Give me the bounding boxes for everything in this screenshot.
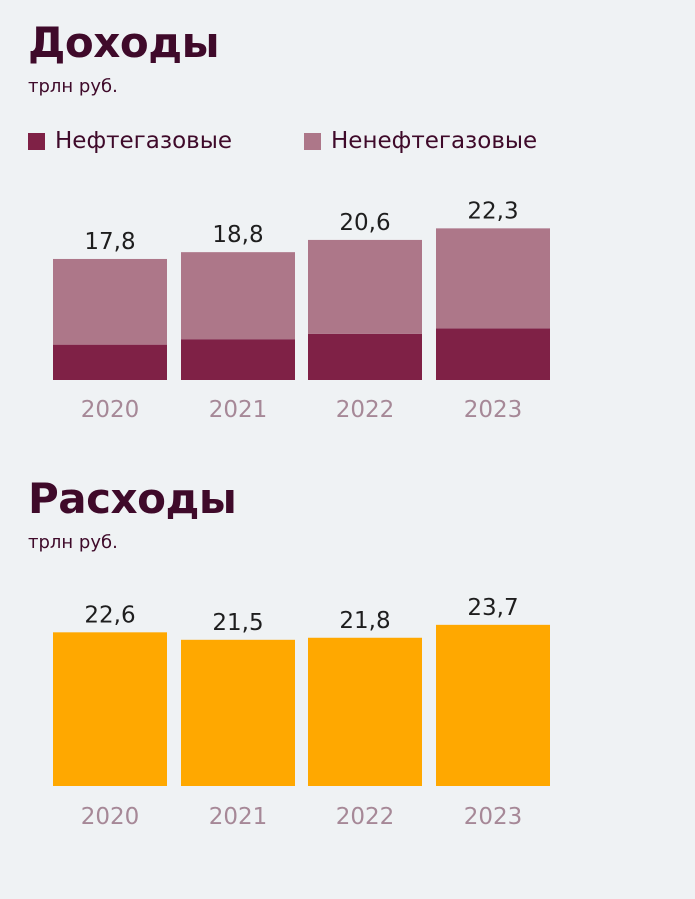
income-value-label-2022: 20,6 <box>339 210 390 236</box>
expenses-value-label-2022: 21,8 <box>339 608 390 634</box>
expenses-bar-2023 <box>436 624 550 786</box>
expenses-bar-2020 <box>53 632 167 786</box>
legend-label-non-oil-gas: Ненефтегазовые <box>331 128 538 154</box>
income-bar-oil-gas-2021 <box>181 339 295 380</box>
expenses-value-label-2021: 21,5 <box>212 610 263 636</box>
legend-item-oil-gas: Нефтегазовые <box>28 128 232 154</box>
expenses-tick-label-2023: 2023 <box>464 804 523 830</box>
expenses-value-label-2023: 23,7 <box>467 595 518 621</box>
income-bar-chart: 17,8 2020 18,8 2021 20,6 2022 22,3 2023 <box>53 198 550 423</box>
income-title: Доходы <box>28 18 220 67</box>
expenses-title: Расходы <box>28 474 237 523</box>
expenses-bar-2021 <box>181 639 295 786</box>
expenses-tick-label-2022: 2022 <box>336 804 395 830</box>
expenses-bar-chart: 22,6 2020 21,5 2021 21,8 2022 23,7 2023 <box>53 595 550 830</box>
income-legend: Нефтегазовые Ненефтегазовые <box>28 128 537 154</box>
income-value-label-2020: 17,8 <box>84 229 135 255</box>
income-bar-oil-gas-2023 <box>436 328 550 380</box>
legend-swatch-oil-gas <box>28 132 45 150</box>
legend-label-oil-gas: Нефтегазовые <box>55 128 233 154</box>
expenses-tick-label-2021: 2021 <box>209 804 268 830</box>
legend-swatch-non-oil-gas <box>304 132 322 150</box>
expenses-unit: трлн руб. <box>28 532 118 553</box>
legend-item-non-oil-gas: Ненефтегазовые <box>304 128 537 154</box>
income-tick-label-2023: 2023 <box>464 397 523 423</box>
expenses-value-label-2020: 22,6 <box>84 602 135 628</box>
income-bar-non-oil-gas-2022 <box>308 239 422 334</box>
income-tick-label-2022: 2022 <box>336 397 395 423</box>
income-value-label-2023: 22,3 <box>467 198 518 224</box>
income-bar-non-oil-gas-2021 <box>181 252 295 340</box>
expenses-bar-2022 <box>308 637 422 786</box>
income-value-label-2021: 18,8 <box>212 222 263 248</box>
income-bar-oil-gas-2020 <box>53 344 167 380</box>
income-bar-non-oil-gas-2020 <box>53 258 167 345</box>
expenses-tick-label-2020: 2020 <box>81 804 140 830</box>
income-bar-non-oil-gas-2023 <box>436 228 550 329</box>
income-tick-label-2020: 2020 <box>81 397 140 423</box>
income-tick-label-2021: 2021 <box>209 397 268 423</box>
income-bar-oil-gas-2022 <box>308 333 422 380</box>
income-unit: трлн руб. <box>28 76 118 97</box>
